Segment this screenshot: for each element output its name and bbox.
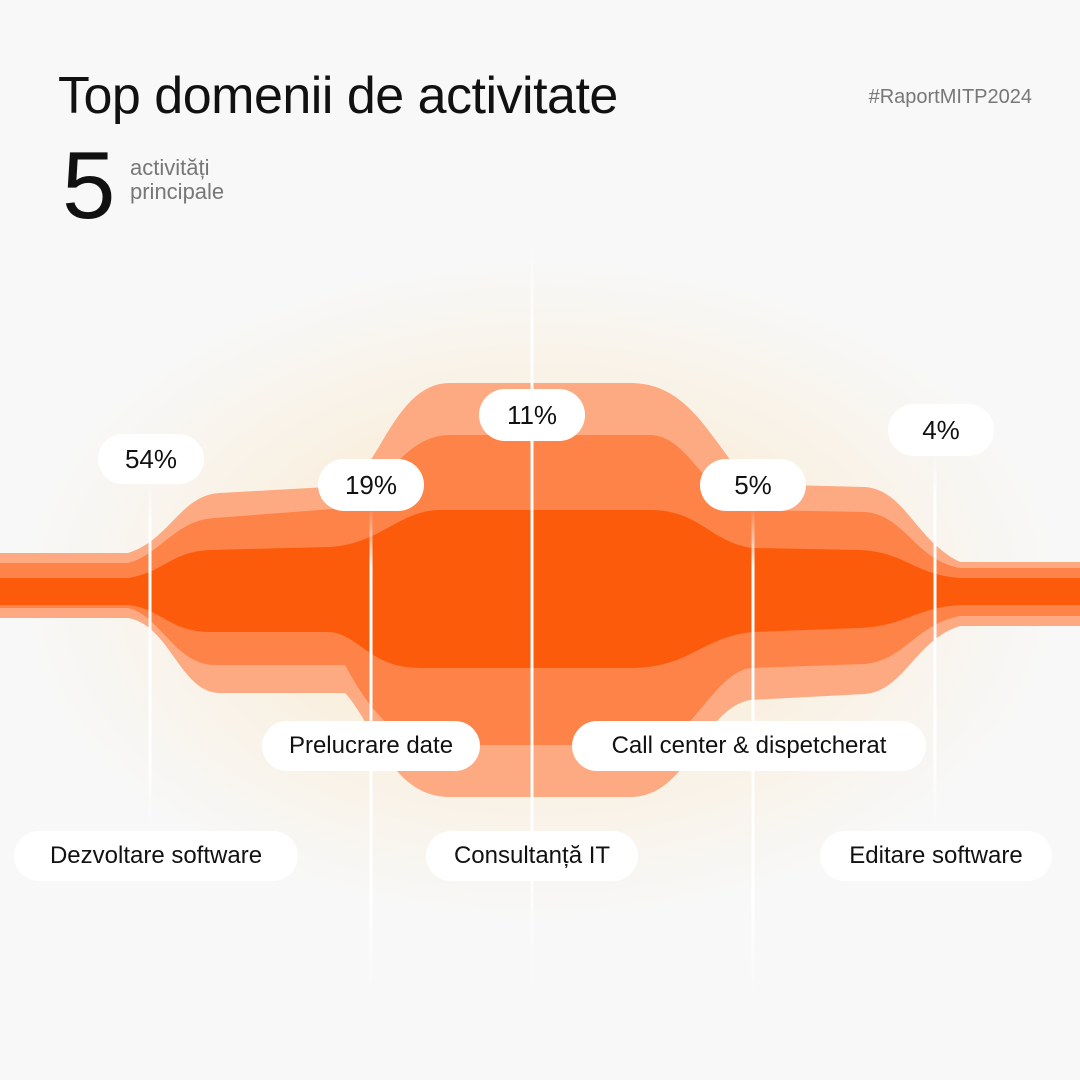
divider-line-5 [933, 452, 937, 830]
value-label-call-center: 5% [700, 459, 806, 511]
divider-line-1 [148, 482, 152, 830]
divider-line-3 [530, 240, 534, 1000]
activity-count-label-line2: principale [130, 179, 225, 204]
category-label-consultanta-it: Consultanță IT [426, 831, 638, 881]
category-label-call-center: Call center & dispetcherat [572, 721, 926, 771]
flow-band-core [0, 510, 1080, 668]
value-label-dezvoltare-software: 54% [98, 434, 204, 484]
category-label-dezvoltare-software: Dezvoltare software [14, 831, 298, 881]
category-label-prelucrare-date: Prelucrare date [262, 721, 480, 771]
page-title: Top domenii de activitate [58, 67, 618, 125]
value-label-prelucrare-date: 19% [318, 459, 424, 511]
value-label-editare-software: 4% [888, 404, 994, 456]
category-label-editare-software: Editare software [820, 831, 1052, 881]
report-hashtag: #RaportMITP2024 [868, 86, 1032, 108]
activity-count-label-line1: activități [130, 155, 210, 180]
activity-count: 5 [62, 132, 116, 239]
value-label-consultanta-it: 11% [479, 389, 585, 441]
